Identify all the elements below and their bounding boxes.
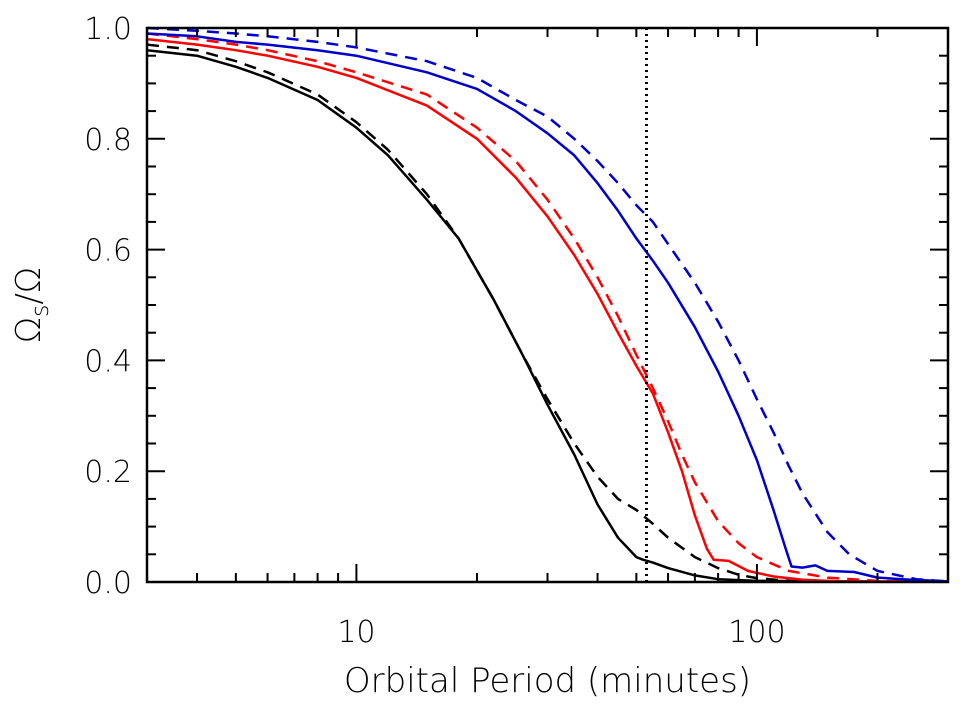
- y-axis-title-subscript: s: [26, 304, 54, 317]
- series-line-1: [147, 48, 948, 582]
- axis-tick-labels: 10 100 0.0 0.2 0.4 0.6 0.8 1.0: [84, 12, 785, 650]
- y-axis-title-main: Ω: [9, 317, 49, 343]
- x-tick-label: 10: [337, 615, 375, 650]
- y-axis-title-rest: /Ω: [9, 267, 49, 304]
- plot-content: [147, 26, 948, 582]
- y-tick-label: 0.4: [84, 344, 132, 379]
- y-tick-label: 1.0: [84, 12, 132, 47]
- y-tick-label: 0.2: [84, 455, 132, 490]
- y-axis-title: Ωs/Ω: [9, 267, 54, 343]
- x-axis-title: Orbital Period (minutes): [344, 661, 751, 701]
- series-line-3: [147, 37, 948, 582]
- series-line-6: [147, 26, 948, 582]
- series-line-2: [147, 43, 948, 582]
- x-tick-label: 100: [728, 615, 785, 650]
- series-line-5: [147, 32, 948, 582]
- axis-ticks: [146, 27, 949, 583]
- series-line-4: [147, 32, 948, 582]
- y-tick-label: 0.0: [84, 566, 132, 601]
- plot-frame: [145, 26, 950, 584]
- y-tick-label: 0.6: [84, 234, 132, 269]
- y-tick-label: 0.8: [84, 123, 132, 158]
